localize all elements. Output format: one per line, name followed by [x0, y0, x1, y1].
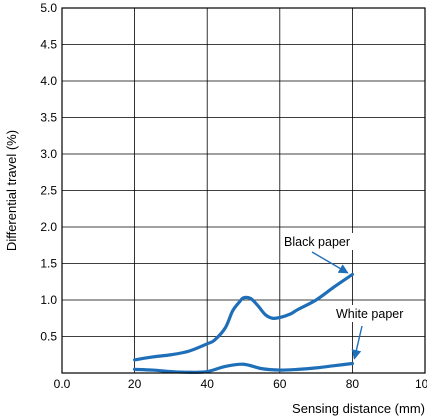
y-tick-label: 4.0	[40, 74, 57, 88]
series-layer	[133, 272, 354, 374]
y-tick-label: 2.0	[40, 220, 57, 234]
y-tick-label: 2.5	[40, 184, 57, 198]
series-line-black-paper	[133, 272, 354, 362]
x-tick-label: 100	[415, 377, 427, 391]
annotation-white-paper: White paper	[336, 307, 403, 321]
y-tick-label: 3.5	[40, 111, 57, 125]
plot-frame	[61, 7, 426, 374]
y-axis-label: Differential travel (%)	[4, 130, 19, 251]
grid	[62, 8, 425, 373]
y-tick-label: 1.5	[40, 257, 57, 271]
annotation-arrow-white-paper	[351, 325, 363, 360]
annotation-arrow-black-paper	[311, 251, 349, 274]
x-tick-label: 20	[128, 377, 142, 391]
x-tick-label: 60	[273, 377, 287, 391]
y-tick-label: 4.5	[40, 38, 57, 52]
x-tick-label: 0.0	[54, 377, 71, 391]
x-axis-label: Sensing distance (mm)	[292, 401, 425, 416]
x-tick-label: 40	[201, 377, 215, 391]
series-line-white-paper	[133, 361, 354, 374]
y-tick-label: 3.0	[40, 147, 57, 161]
annotations: Black paper White paper	[282, 233, 424, 360]
y-tick-label: 0.5	[40, 330, 57, 344]
annotation-black-paper: Black paper	[284, 235, 350, 249]
x-tick-label: 80	[346, 377, 360, 391]
tick-labels: 0.0 20 40 60 80 100 0.5 1.0 1.5 2.0 2.5 3.0 3.5 4.0 4.…	[40, 1, 427, 391]
y-tick-label: 5.0	[40, 1, 57, 15]
annotation-bg-white-paper	[334, 305, 424, 322]
annotation-bg-black-paper	[282, 233, 372, 250]
y-tick-label: 1.0	[40, 293, 57, 307]
